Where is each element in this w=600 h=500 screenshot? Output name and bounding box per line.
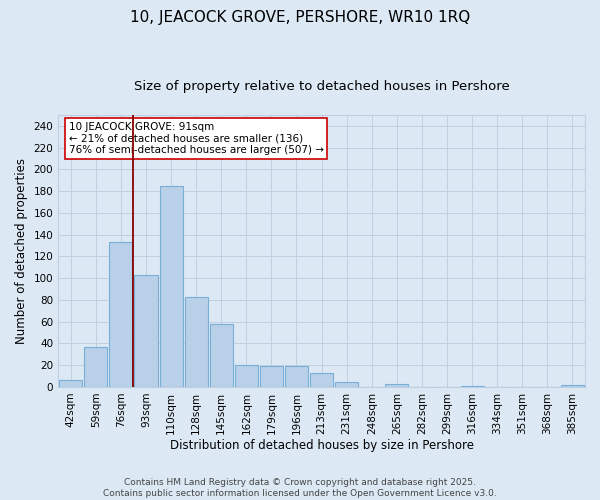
Bar (285, 366, 308, 387)
Bar (310, 373, 333, 387)
Bar (209, 324, 233, 387)
Bar (160, 186, 182, 387)
Bar (84, 346, 107, 387)
Bar (385, 384, 409, 387)
Bar (185, 296, 208, 387)
Text: 10 JEACOCK GROVE: 91sqm
← 21% of detached houses are smaller (136)
76% of semi-d: 10 JEACOCK GROVE: 91sqm ← 21% of detache… (69, 122, 324, 155)
Text: Contains HM Land Registry data © Crown copyright and database right 2025.
Contai: Contains HM Land Registry data © Crown c… (103, 478, 497, 498)
X-axis label: Distribution of detached houses by size in Pershore: Distribution of detached houses by size … (170, 440, 473, 452)
Bar (109, 242, 133, 387)
Bar (134, 275, 158, 387)
Title: Size of property relative to detached houses in Pershore: Size of property relative to detached ho… (134, 80, 509, 93)
Bar (335, 382, 358, 387)
Text: 10, JEACOCK GROVE, PERSHORE, WR10 1RQ: 10, JEACOCK GROVE, PERSHORE, WR10 1RQ (130, 10, 470, 25)
Bar (561, 385, 584, 387)
Bar (59, 380, 82, 387)
Bar (235, 365, 258, 387)
Bar (260, 366, 283, 387)
Bar (461, 386, 484, 387)
Y-axis label: Number of detached properties: Number of detached properties (15, 158, 28, 344)
